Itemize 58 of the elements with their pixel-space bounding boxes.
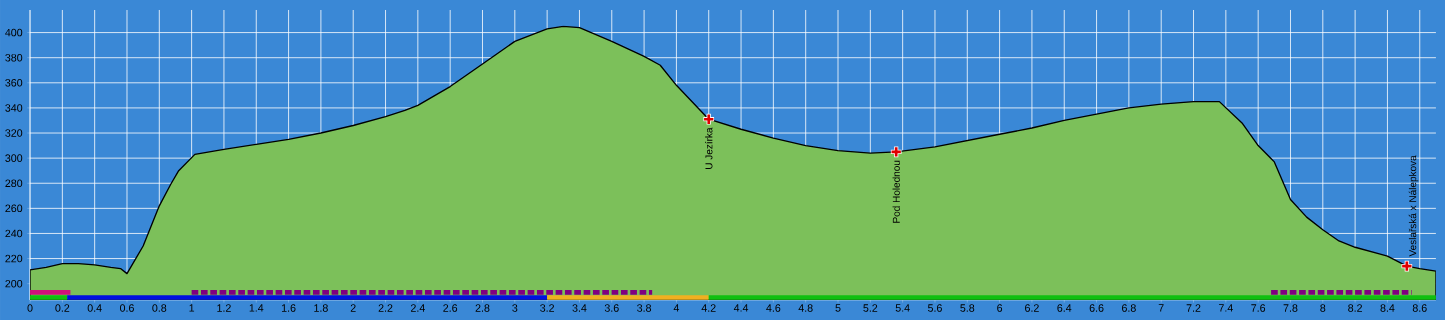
x-tick-label: 0.6 xyxy=(119,304,134,312)
y-tick-label: 400 xyxy=(5,28,23,37)
x-tick-label: 7 xyxy=(1158,304,1164,312)
x-tick-label: 6.6 xyxy=(1089,304,1104,312)
x-tick-label: 2.8 xyxy=(475,304,490,312)
x-tick-label: 8.6 xyxy=(1412,304,1427,312)
x-tick-label: 3 xyxy=(512,304,518,312)
x-tick-label: 7.8 xyxy=(1283,304,1298,312)
x-tick-label: 0.2 xyxy=(55,304,70,312)
x-tick-label: 3.6 xyxy=(604,304,619,312)
x-tick-label: 4.4 xyxy=(733,304,749,312)
x-tick-label: 4.2 xyxy=(701,304,716,312)
x-tick-label: 3.2 xyxy=(540,304,555,312)
x-tick-label: 1 xyxy=(189,304,195,312)
x-tick-label: 2.2 xyxy=(378,304,393,312)
x-tick-label: 5.8 xyxy=(960,304,975,312)
x-tick-label: 6.8 xyxy=(1122,304,1136,312)
x-tick-label: 7.6 xyxy=(1251,304,1266,312)
x-tick-label: 5.6 xyxy=(927,304,942,312)
x-tick-label: 6.4 xyxy=(1057,304,1072,312)
x-tick-label: 4.6 xyxy=(766,304,781,312)
x-tick-label: 7.4 xyxy=(1218,304,1233,312)
x-tick-label: 8 xyxy=(1320,304,1326,312)
x-tick-label: 4 xyxy=(673,304,680,312)
x-tick-label: 3.8 xyxy=(637,304,652,312)
x-tick-label: 1.2 xyxy=(217,304,231,312)
y-tick-label: 240 xyxy=(5,229,23,238)
x-tick-label: 2.4 xyxy=(410,304,425,312)
y-tick-label: 340 xyxy=(5,104,23,112)
x-tick-label: 8.2 xyxy=(1348,304,1362,312)
x-tick-label: 8.4 xyxy=(1380,304,1395,312)
y-tick-label: 260 xyxy=(5,204,23,213)
y-tick-label: 320 xyxy=(5,129,23,137)
x-tick-label: 5.2 xyxy=(863,304,878,312)
y-tick-label: 300 xyxy=(5,154,23,162)
y-tick-label: 200 xyxy=(5,279,23,288)
x-tick-label: 1.6 xyxy=(281,304,296,312)
x-tick-label: 0 xyxy=(27,304,33,312)
x-tick-label: 7.2 xyxy=(1186,304,1201,312)
annotation: U Jezírka xyxy=(705,127,713,169)
x-tick-label: 4.8 xyxy=(798,304,813,312)
x-tick-label: 6.2 xyxy=(1025,304,1039,312)
y-tick-label: 220 xyxy=(5,254,23,263)
x-tick-label: 0.4 xyxy=(87,304,102,312)
x-tick-label: 5.4 xyxy=(895,304,910,312)
annotation: Pod Holednou xyxy=(892,160,900,223)
x-tick-label: 3.4 xyxy=(572,304,587,312)
x-tick-label: 2.6 xyxy=(443,304,458,312)
x-tick-label: 1.8 xyxy=(314,304,328,312)
annotation: Veslařská x Nálepkova xyxy=(1408,155,1419,257)
x-tick-label: 0.8 xyxy=(152,304,167,312)
y-tick-label: 280 xyxy=(5,179,23,188)
x-tick-label: 2 xyxy=(350,304,356,312)
y-tick-label: 380 xyxy=(5,53,23,62)
x-tick-label: 5 xyxy=(835,304,841,312)
x-tick-label: 6 xyxy=(997,304,1003,312)
x-tick-label: 1.4 xyxy=(249,304,264,312)
y-tick-label: 360 xyxy=(5,79,23,87)
